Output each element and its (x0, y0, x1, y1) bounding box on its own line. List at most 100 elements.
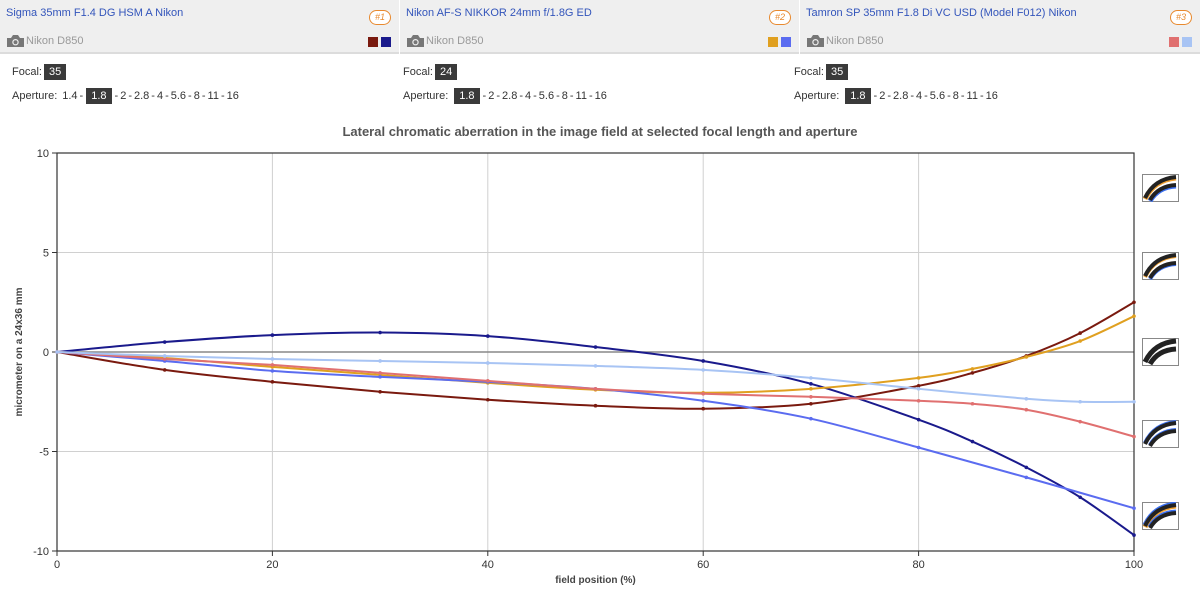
aperture-option[interactable]: 4 (156, 90, 164, 102)
aperture-option[interactable]: 16 (594, 90, 607, 102)
aperture-separator: - (201, 90, 206, 102)
focal-row: Focal: 35 (794, 64, 999, 80)
aperture-option[interactable]: 2 (879, 90, 886, 102)
controls-2: Focal: 24 Aperture: 1.8-2-2.8-4-5.6-8-11-16 (403, 64, 608, 104)
data-point (1078, 495, 1082, 500)
aperture-separator: - (924, 90, 928, 102)
data-point (916, 376, 921, 380)
aperture-option[interactable]: 5.6 (929, 90, 946, 102)
data-point (270, 363, 275, 367)
aperture-separator: - (887, 90, 892, 102)
aperture-separator: - (220, 90, 225, 102)
aperture-label: Aperture: (12, 90, 58, 102)
aberration-thumbnail (1142, 252, 1179, 280)
lens-name-3[interactable]: Tamron SP 35mm F1.8 Di VC USD (Model F01… (806, 7, 1077, 19)
aperture-option[interactable]: 8 (193, 90, 200, 102)
y-tick-label: 10 (37, 148, 49, 160)
data-point (486, 334, 490, 338)
aberration-thumbnail (1142, 420, 1179, 448)
aperture-separator: - (588, 90, 593, 102)
data-point (593, 364, 598, 368)
data-point (378, 330, 382, 335)
lens-name-1[interactable]: Sigma 35mm F1.4 DG HSM A Nikon (6, 7, 184, 19)
aperture-option[interactable]: 2 (120, 90, 127, 102)
focal-value[interactable]: 35 (43, 64, 67, 80)
data-point (916, 445, 921, 450)
aperture-option[interactable]: 8 (952, 90, 959, 102)
data-point (486, 361, 490, 365)
aperture-option[interactable]: 16 (226, 90, 239, 102)
data-point (486, 397, 490, 402)
data-point (809, 382, 813, 386)
aperture-option[interactable]: 4 (524, 90, 532, 102)
data-point (701, 359, 705, 363)
aperture-option[interactable]: 1.4 (62, 90, 78, 102)
data-point (270, 333, 275, 337)
aperture-separator: - (128, 90, 132, 102)
aperture-option[interactable]: 11 (207, 90, 219, 102)
aberration-thumbnail (1142, 502, 1179, 530)
data-point (378, 371, 382, 375)
aperture-option[interactable]: 5.6 (538, 90, 555, 102)
aberration-thumbnail (1142, 338, 1179, 366)
aperture-separator: - (151, 90, 155, 102)
aperture-separator: - (960, 90, 965, 102)
camera-icon (407, 35, 424, 47)
aperture-option[interactable]: 11 (575, 90, 587, 102)
aperture-separator: - (873, 90, 878, 102)
data-point (162, 368, 167, 372)
focal-value[interactable]: 35 (825, 64, 849, 80)
aperture-option[interactable]: 5.6 (170, 90, 187, 102)
data-point (1132, 300, 1136, 305)
data-point (1132, 533, 1136, 537)
focal-value[interactable]: 24 (434, 64, 458, 80)
series-line-5 (56, 351, 1135, 438)
aperture-option[interactable]: 16 (985, 90, 998, 102)
data-point (162, 354, 167, 358)
aperture-option[interactable]: 2 (488, 90, 495, 102)
lens-name-2[interactable]: Nikon AF-S NIKKOR 24mm f/1.8G ED (406, 7, 592, 19)
aberration-thumbnail (1142, 174, 1179, 202)
data-point (1078, 399, 1082, 404)
data-point (270, 369, 275, 373)
aperture-selected[interactable]: 1.8 (454, 88, 480, 104)
data-point (486, 379, 490, 383)
lens-header-3: Tamron SP 35mm F1.8 Di VC USD (Model F01… (800, 0, 1200, 54)
aperture-separator: - (188, 90, 192, 102)
aperture-option[interactable]: 4 (915, 90, 923, 102)
aperture-selected[interactable]: 1.8 (86, 88, 112, 104)
y-axis-label: micrometer on a 24x36 mm (14, 287, 25, 416)
data-point (916, 384, 921, 388)
controls-3: Focal: 35 Aperture: 1.8-2-2.8-4-5.6-8-11-16 (794, 64, 999, 104)
aperture-option[interactable]: 11 (966, 90, 978, 102)
focal-label: Focal: (794, 66, 824, 78)
color-swatches-2 (768, 37, 791, 47)
series-line-1 (56, 301, 1135, 410)
aperture-option[interactable]: 8 (561, 90, 568, 102)
aperture-separator: - (496, 90, 501, 102)
data-point (916, 387, 921, 391)
lens-header-2: Nikon AF-S NIKKOR 24mm f/1.8G ED #2 Niko… (400, 0, 799, 54)
lens-badge-3[interactable]: #3 (1169, 10, 1192, 25)
data-point (162, 357, 167, 361)
aperture-option[interactable]: 2.8 (502, 90, 518, 102)
y-tick-label: 0 (43, 347, 49, 359)
camera-name-1: Nikon D850 (26, 35, 84, 47)
lens-badge-2[interactable]: #2 (768, 10, 791, 25)
data-point (701, 368, 705, 372)
aperture-row: Aperture: 1.4-1.8-2-2.8-4-5.6-8-11-16 (12, 88, 240, 104)
data-point (916, 417, 921, 422)
aperture-option[interactable]: 2.8 (133, 90, 150, 102)
aperture-option[interactable]: 2.8 (893, 90, 909, 102)
aperture-separator: - (569, 90, 574, 102)
data-point (270, 357, 275, 361)
data-point (970, 401, 975, 406)
x-tick-label: 20 (266, 559, 278, 571)
aperture-separator: - (979, 90, 984, 102)
lens-badge-1[interactable]: #1 (368, 10, 391, 25)
x-tick-label: 100 (1125, 559, 1143, 571)
data-point (809, 387, 813, 391)
color-swatch (1169, 37, 1179, 47)
aperture-selected[interactable]: 1.8 (845, 88, 871, 104)
data-point (1024, 355, 1029, 359)
